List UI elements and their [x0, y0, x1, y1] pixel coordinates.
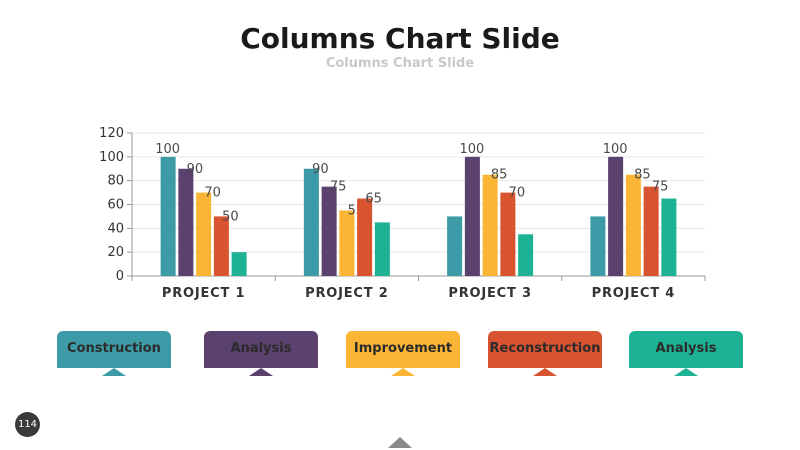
legend-item-construction[interactable]: Construction: [57, 331, 171, 376]
legend-label: Construction: [67, 341, 161, 356]
data-label: 70: [204, 186, 221, 201]
legend-label: Reconstruction: [489, 341, 601, 356]
bar: [374, 222, 390, 276]
x-tick-label: PROJECT 2: [305, 286, 389, 301]
bar: [160, 156, 176, 276]
x-tick-label: PROJECT 1: [162, 286, 246, 301]
legend-pointer: [102, 368, 126, 376]
page-number-badge: 114: [15, 412, 40, 437]
y-tick-label: 20: [107, 245, 124, 260]
legend-pointer: [391, 368, 415, 376]
y-tick-label: 80: [107, 174, 124, 189]
bar: [482, 174, 498, 276]
data-label: 70: [509, 186, 526, 201]
bar: [464, 156, 480, 276]
bar: [213, 216, 229, 276]
bar: [608, 156, 624, 276]
bar: [339, 210, 355, 276]
data-label: 90: [312, 162, 329, 177]
bar: [518, 234, 534, 276]
y-tick-label: 100: [99, 150, 124, 165]
data-label: 50: [222, 209, 239, 224]
y-tick-label: 0: [116, 269, 124, 284]
legend-item-analysis-2[interactable]: Analysis: [629, 331, 743, 376]
y-tick-label: 40: [107, 221, 124, 236]
bar: [661, 198, 677, 276]
bar: [231, 252, 247, 276]
legend-item-analysis[interactable]: Analysis: [204, 331, 318, 376]
data-label: 75: [330, 180, 347, 195]
data-label: 100: [155, 142, 180, 157]
legend-pointer: [674, 368, 698, 376]
legend-label: Analysis: [230, 341, 292, 356]
legend-label: Analysis: [655, 341, 717, 356]
y-tick-label: 60: [107, 198, 124, 213]
legend-label: Improvement: [353, 341, 453, 356]
data-label: 85: [491, 168, 508, 183]
bar: [196, 192, 212, 276]
bar: [178, 168, 194, 276]
data-label: 75: [652, 180, 669, 195]
bar: [303, 168, 319, 276]
bar: [321, 186, 337, 276]
legend-item-reconstruction[interactable]: Reconstruction: [488, 331, 602, 376]
data-label: 65: [365, 192, 382, 207]
triangle-up-icon[interactable]: [388, 437, 412, 448]
bar: [447, 216, 463, 276]
bar: [643, 186, 659, 276]
data-label: 100: [603, 142, 628, 157]
y-tick-label: 120: [99, 126, 124, 141]
slide-title: Columns Chart Slide: [240, 22, 560, 55]
legend-item-improvement[interactable]: Improvement: [346, 331, 460, 376]
bar: [625, 174, 641, 276]
slide-subtitle: Columns Chart Slide: [325, 56, 475, 71]
x-tick-label: PROJECT 4: [592, 286, 676, 301]
bar: [357, 198, 373, 276]
bar: [500, 192, 516, 276]
x-tick-label: PROJECT 3: [448, 286, 532, 301]
data-label: 100: [459, 142, 484, 157]
bar: [590, 216, 606, 276]
data-label: 90: [187, 162, 204, 177]
legend-pointer: [533, 368, 557, 376]
legend-pointer: [249, 368, 273, 376]
data-label: 85: [634, 168, 651, 183]
